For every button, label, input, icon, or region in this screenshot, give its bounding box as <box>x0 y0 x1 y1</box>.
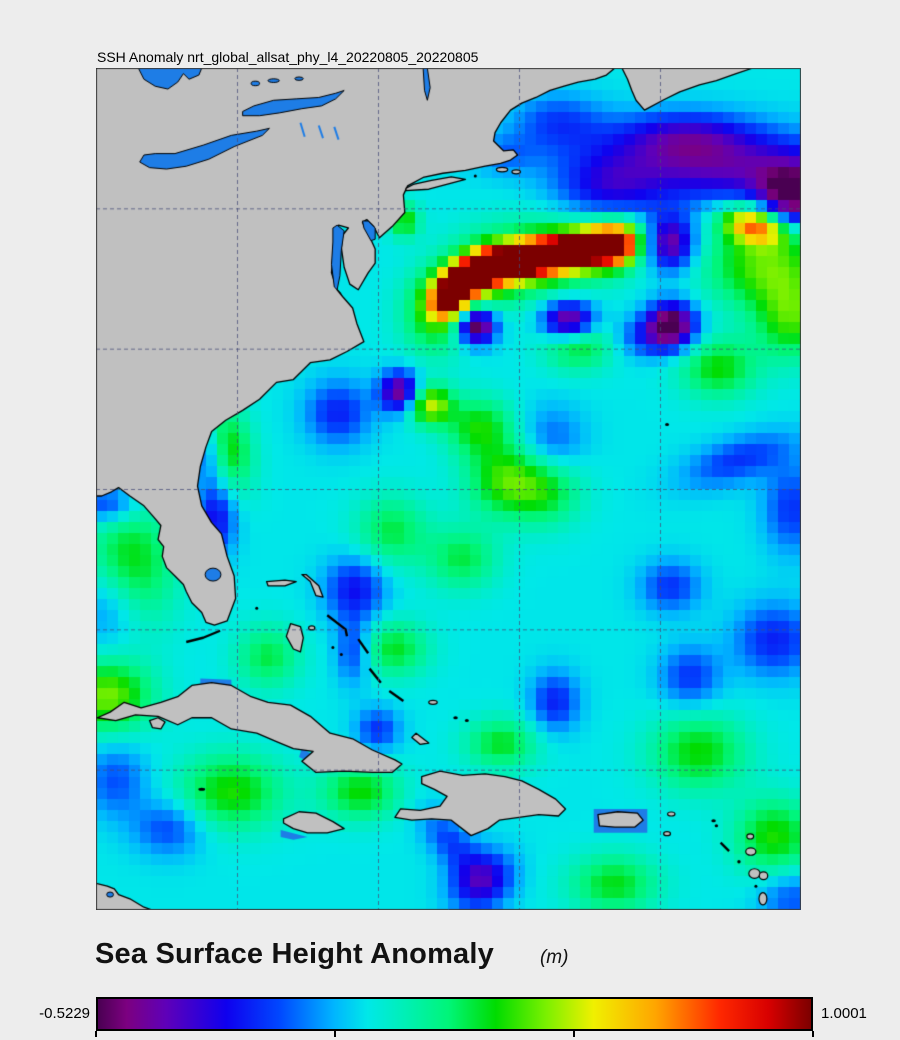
colorbar <box>95 997 814 1037</box>
colorbar-min-label: -0.5229 <box>39 1005 90 1022</box>
colorbar-heading: Sea Surface Height Anomaly (m) <box>95 938 568 971</box>
colorbar-tick <box>333 1031 336 1037</box>
colorbar-title: Sea Surface Height Anomaly <box>95 938 494 970</box>
ssh-map-canvas <box>96 68 801 910</box>
plot-title: SSH Anomaly nrt_global_allsat_phy_l4_202… <box>97 49 479 65</box>
colorbar-max-label: 1.0001 <box>821 1005 867 1022</box>
colorbar-tick <box>573 1031 576 1037</box>
colorbar-tick <box>95 1031 97 1037</box>
colorbar-units-label: (m) <box>539 947 569 968</box>
colorbar-gradient <box>96 997 813 1031</box>
colorbar-tick <box>812 1031 814 1037</box>
